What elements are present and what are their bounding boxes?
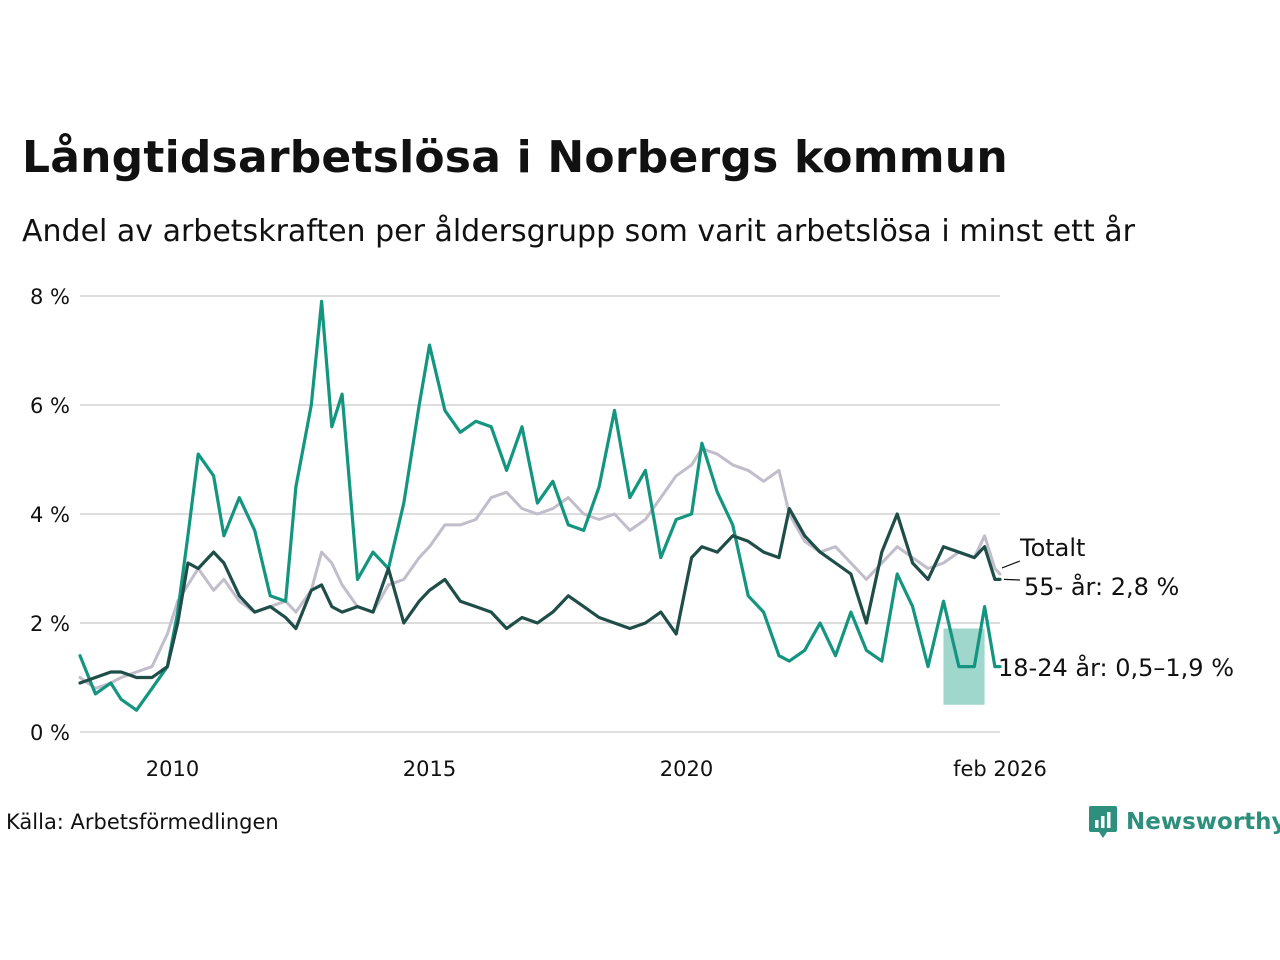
source-note: Källa: Arbetsförmedlingen [6,810,279,834]
x-tick-label: feb 2026 [953,757,1047,781]
series-label-55: 55- år: 2,8 % [1024,572,1179,601]
brand-logo: Newsworthy [1088,805,1280,839]
series-line-age1824 [78,299,1002,712]
chart-subtitle: Andel av arbetskraften per åldersgrupp s… [22,214,1135,249]
series-labels: Totalt 55- år: 2,8 % 18-24 år: 0,5–1,9 % [998,534,1234,682]
axis-labels: 0 % 2 % 4 % 6 % 8 % 2010 2015 2020 feb 2026 [30,285,1047,781]
chart-title: Långtidsarbetslösa i Norbergs kommun [22,132,1008,183]
x-tick-label: 2015 [403,757,456,781]
series-line-age55 [78,507,1002,685]
newsworthy-logo-icon [1089,806,1117,838]
y-tick-label: 2 % [30,612,70,636]
x-tick-label: 2010 [146,757,199,781]
y-tick-label: 8 % [30,285,70,309]
y-tick-label: 0 % [30,721,70,745]
series-line-totalt [78,447,1002,690]
series-label-18-24: 18-24 år: 0,5–1,9 % [998,653,1234,682]
leader-line-55 [1003,578,1021,581]
x-tick-label: 2020 [660,757,713,781]
series-lines [78,299,1002,712]
series-label-totalt: Totalt [1019,534,1085,562]
brand-name: Newsworthy [1126,809,1280,835]
y-tick-label: 6 % [30,394,70,418]
leader-line-totalt [1001,560,1021,569]
y-tick-label: 4 % [30,503,70,527]
